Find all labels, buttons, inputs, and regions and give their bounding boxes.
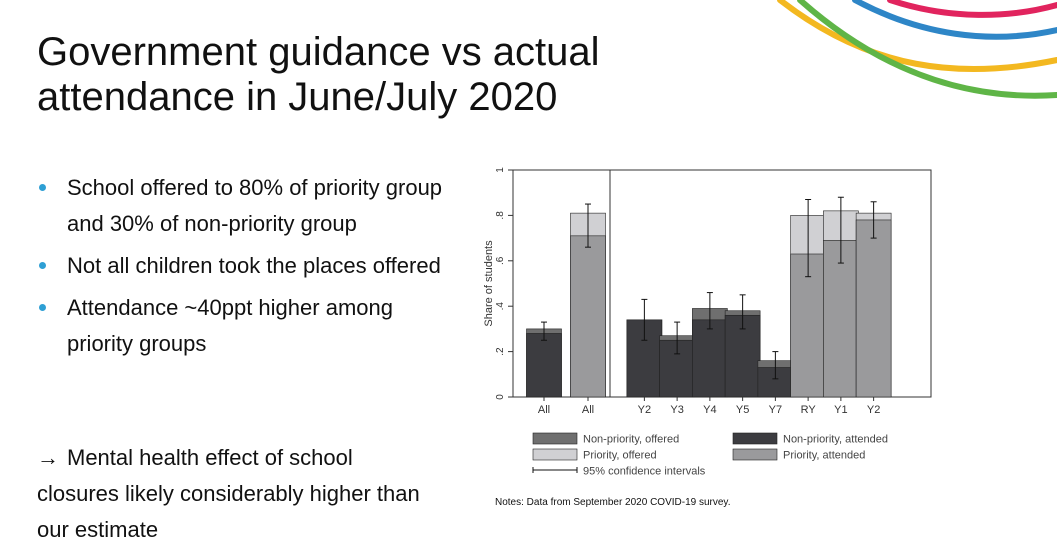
yellow-arc (777, 0, 1057, 73)
bullet-dot-icon (39, 262, 46, 269)
legend-label: Non-priority, attended (783, 434, 888, 446)
x-tick-label: Y2 (638, 404, 651, 416)
attended-bar (692, 319, 728, 398)
legend-swatch (732, 448, 778, 461)
attendance-chart: 0 .2 .4 .6 .8 1 Share of students All All Y2 Y3 Y4 Y… (483, 167, 932, 416)
legend-swatch (532, 432, 578, 445)
x-tick-label: All (538, 404, 550, 416)
bullet-text: Attendance ~40ppt higher among priority … (67, 295, 393, 356)
green-arc (797, 0, 1057, 99)
attended-bar (526, 333, 562, 398)
x-tick-label: Y4 (703, 404, 716, 416)
y-tick-label: .2 (495, 347, 506, 356)
attended-bar (855, 219, 892, 398)
x-tick-label: Y2 (867, 404, 880, 416)
conclusion-body: Mental health effect of school closures … (37, 445, 420, 542)
x-tick-label: RY (801, 404, 817, 416)
blue-arc (852, 0, 1057, 40)
y-tick-label: 1 (495, 167, 506, 173)
legend-swatch (532, 448, 578, 461)
legend-swatch (732, 432, 778, 445)
arrow-right-icon: → (37, 445, 59, 470)
chart-notes: Notes: Data from September 2020 COVID-19… (495, 497, 731, 508)
y-tick-label: .6 (495, 256, 506, 265)
bullet-dot-icon (39, 304, 46, 311)
bullet-text: School offered to 80% of priority group … (67, 175, 443, 236)
legend-label: Priority, attended (783, 450, 865, 462)
chart-legend: Non-priority, offered Non-priority, atten… (532, 432, 888, 478)
red-arc (887, 0, 1057, 18)
decorative-arcs (777, 0, 1057, 99)
legend-label: Priority, offered (583, 450, 657, 462)
slide-title: Government guidance vs actual attendance… (37, 30, 600, 119)
attended-bar (790, 253, 826, 398)
bullet-item: Not all children took the places offered (37, 248, 457, 284)
x-tick-label: All (582, 404, 594, 416)
legend-label: Non-priority, offered (583, 434, 679, 446)
bullet-text: Not all children took the places offered (67, 253, 441, 278)
bullet-item: School offered to 80% of priority group … (37, 170, 457, 242)
legend-label: 95% confidence intervals (583, 466, 706, 478)
x-tick-label: Y3 (670, 404, 683, 416)
conclusion-text: → Mental health effect of school closures… (37, 440, 437, 548)
y-tick-label: .8 (495, 211, 506, 220)
attended-bar (823, 240, 859, 398)
y-tick-label: 0 (495, 394, 506, 400)
bullet-list: School offered to 80% of priority group … (37, 170, 457, 368)
bullet-dot-icon (39, 184, 46, 191)
x-tick-label: Y1 (834, 404, 847, 416)
x-tick-label: Y7 (769, 404, 782, 416)
bullet-item: Attendance ~40ppt higher among priority … (37, 290, 457, 362)
y-tick-label: .4 (495, 302, 506, 311)
x-tick-label: Y5 (736, 404, 749, 416)
attended-bar (570, 235, 606, 398)
y-axis-label: Share of students (483, 240, 495, 327)
